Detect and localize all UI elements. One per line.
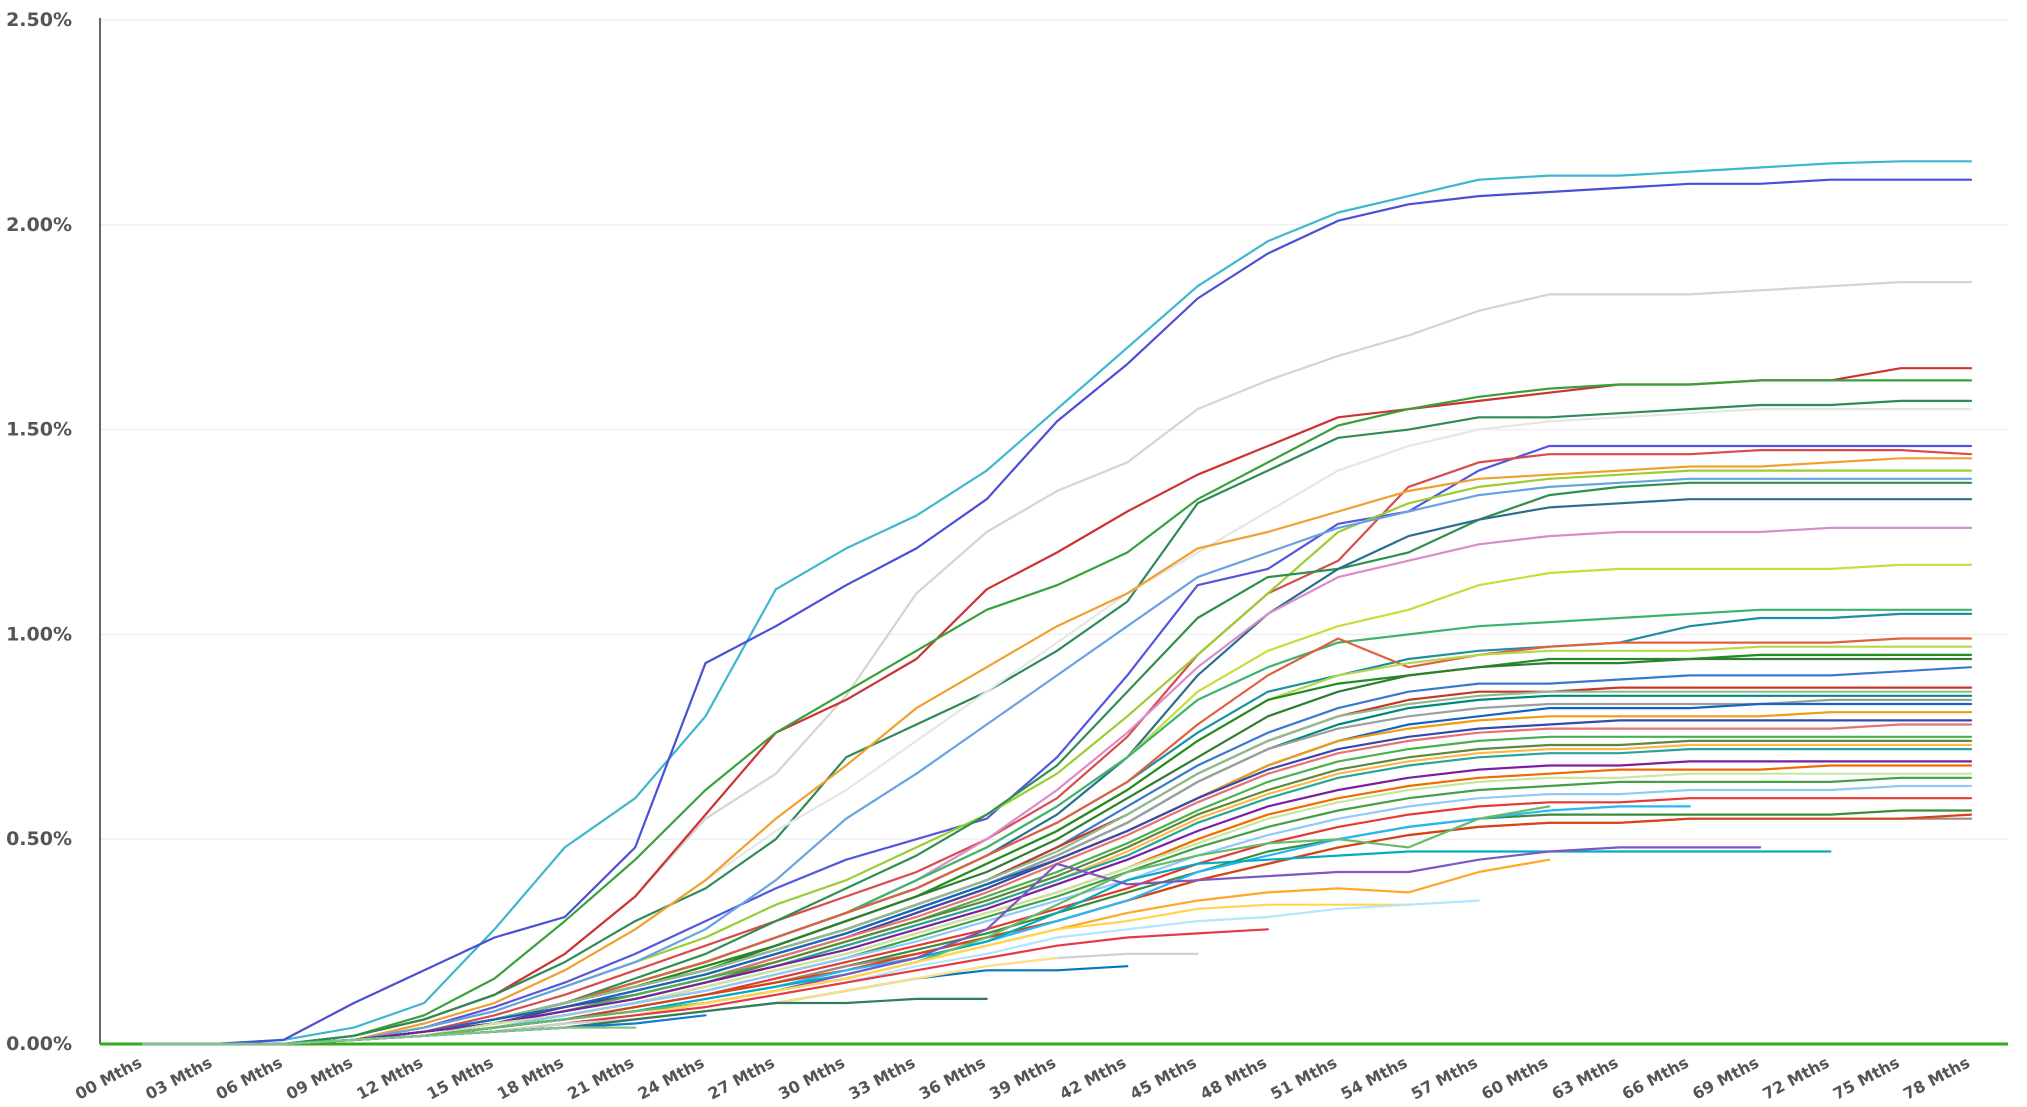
x-tick-label: 45 Mths (1127, 1053, 1200, 1102)
x-tick-label: 15 Mths (424, 1053, 497, 1102)
x-tick-label: 18 Mths (494, 1053, 567, 1102)
x-tick-label: 54 Mths (1338, 1053, 1411, 1102)
series-line-6 (141, 399, 1973, 1046)
x-tick-label: 36 Mths (916, 1053, 989, 1102)
series-line-7 (141, 408, 1973, 1046)
x-tick-label: 60 Mths (1478, 1053, 1551, 1102)
gridlines (100, 19, 2008, 840)
x-tick-label: 24 Mths (635, 1053, 708, 1102)
x-tick-label: 39 Mths (986, 1053, 1059, 1102)
y-tick-label: 0.50% (6, 828, 72, 850)
series-line-51 (141, 899, 1480, 1046)
x-tick-label: 12 Mths (353, 1053, 426, 1102)
x-tick-label: 78 Mths (1900, 1053, 1973, 1102)
series-line-36 (141, 760, 1973, 1046)
x-tick-label: 03 Mths (142, 1053, 215, 1102)
y-tick-label: 1.00% (6, 623, 72, 645)
x-tick-label: 30 Mths (775, 1053, 848, 1102)
x-tick-label: 57 Mths (1408, 1053, 1481, 1102)
series-line-42 (141, 809, 1973, 1046)
series-line-15 (141, 526, 1973, 1046)
x-tick-label: 09 Mths (283, 1053, 356, 1102)
series-line-58 (141, 1026, 637, 1046)
series-line-1 (141, 160, 1973, 1046)
series-line-8 (141, 444, 1973, 1046)
axes (99, 18, 2008, 1046)
y-tick-label: 2.50% (6, 9, 72, 31)
x-tick-label: 33 Mths (845, 1053, 918, 1102)
y-tick-label: 2.00% (6, 214, 72, 236)
series-line-14 (141, 498, 1973, 1046)
y-tick-labels: 0.00% 0.50% 1.00% 1.50% 2.00% 2.50% (6, 9, 72, 1055)
series-line-48 (141, 805, 1551, 1046)
x-tick-label: 75 Mths (1830, 1053, 1903, 1102)
series-lines (141, 160, 1973, 1046)
series-line-20 (141, 645, 1973, 1046)
series-line-12 (141, 477, 1973, 1046)
series-line-13 (141, 481, 1973, 1046)
series-line-16 (141, 563, 1973, 1046)
series-line-18 (141, 612, 1973, 1046)
x-tick-label: 48 Mths (1197, 1053, 1270, 1102)
series-line-2 (141, 178, 1973, 1046)
x-tick-label: 69 Mths (1689, 1053, 1762, 1102)
y-tick-label: 1.50% (6, 419, 72, 441)
series-line-19 (141, 637, 1973, 1046)
series-line-5 (141, 379, 1973, 1046)
series-line-21 (141, 653, 1973, 1046)
x-tick-label: 66 Mths (1619, 1053, 1692, 1102)
x-tick-label: 51 Mths (1267, 1053, 1340, 1102)
series-line-28 (141, 702, 1973, 1046)
x-tick-label: 06 Mths (213, 1053, 286, 1102)
x-tick-label: 00 Mths (72, 1053, 145, 1102)
x-tick-label: 72 Mths (1759, 1053, 1832, 1102)
series-line-10 (141, 457, 1973, 1046)
y-tick-label: 0.00% (6, 1033, 72, 1055)
x-tick-label: 21 Mths (564, 1053, 637, 1102)
x-tick-label: 42 Mths (1056, 1053, 1129, 1102)
x-tick-label: 27 Mths (705, 1053, 778, 1102)
series-line-56 (141, 997, 988, 1046)
series-line-38 (141, 772, 1973, 1046)
x-tick-label: 63 Mths (1549, 1053, 1622, 1102)
series-line-9 (141, 449, 1973, 1046)
